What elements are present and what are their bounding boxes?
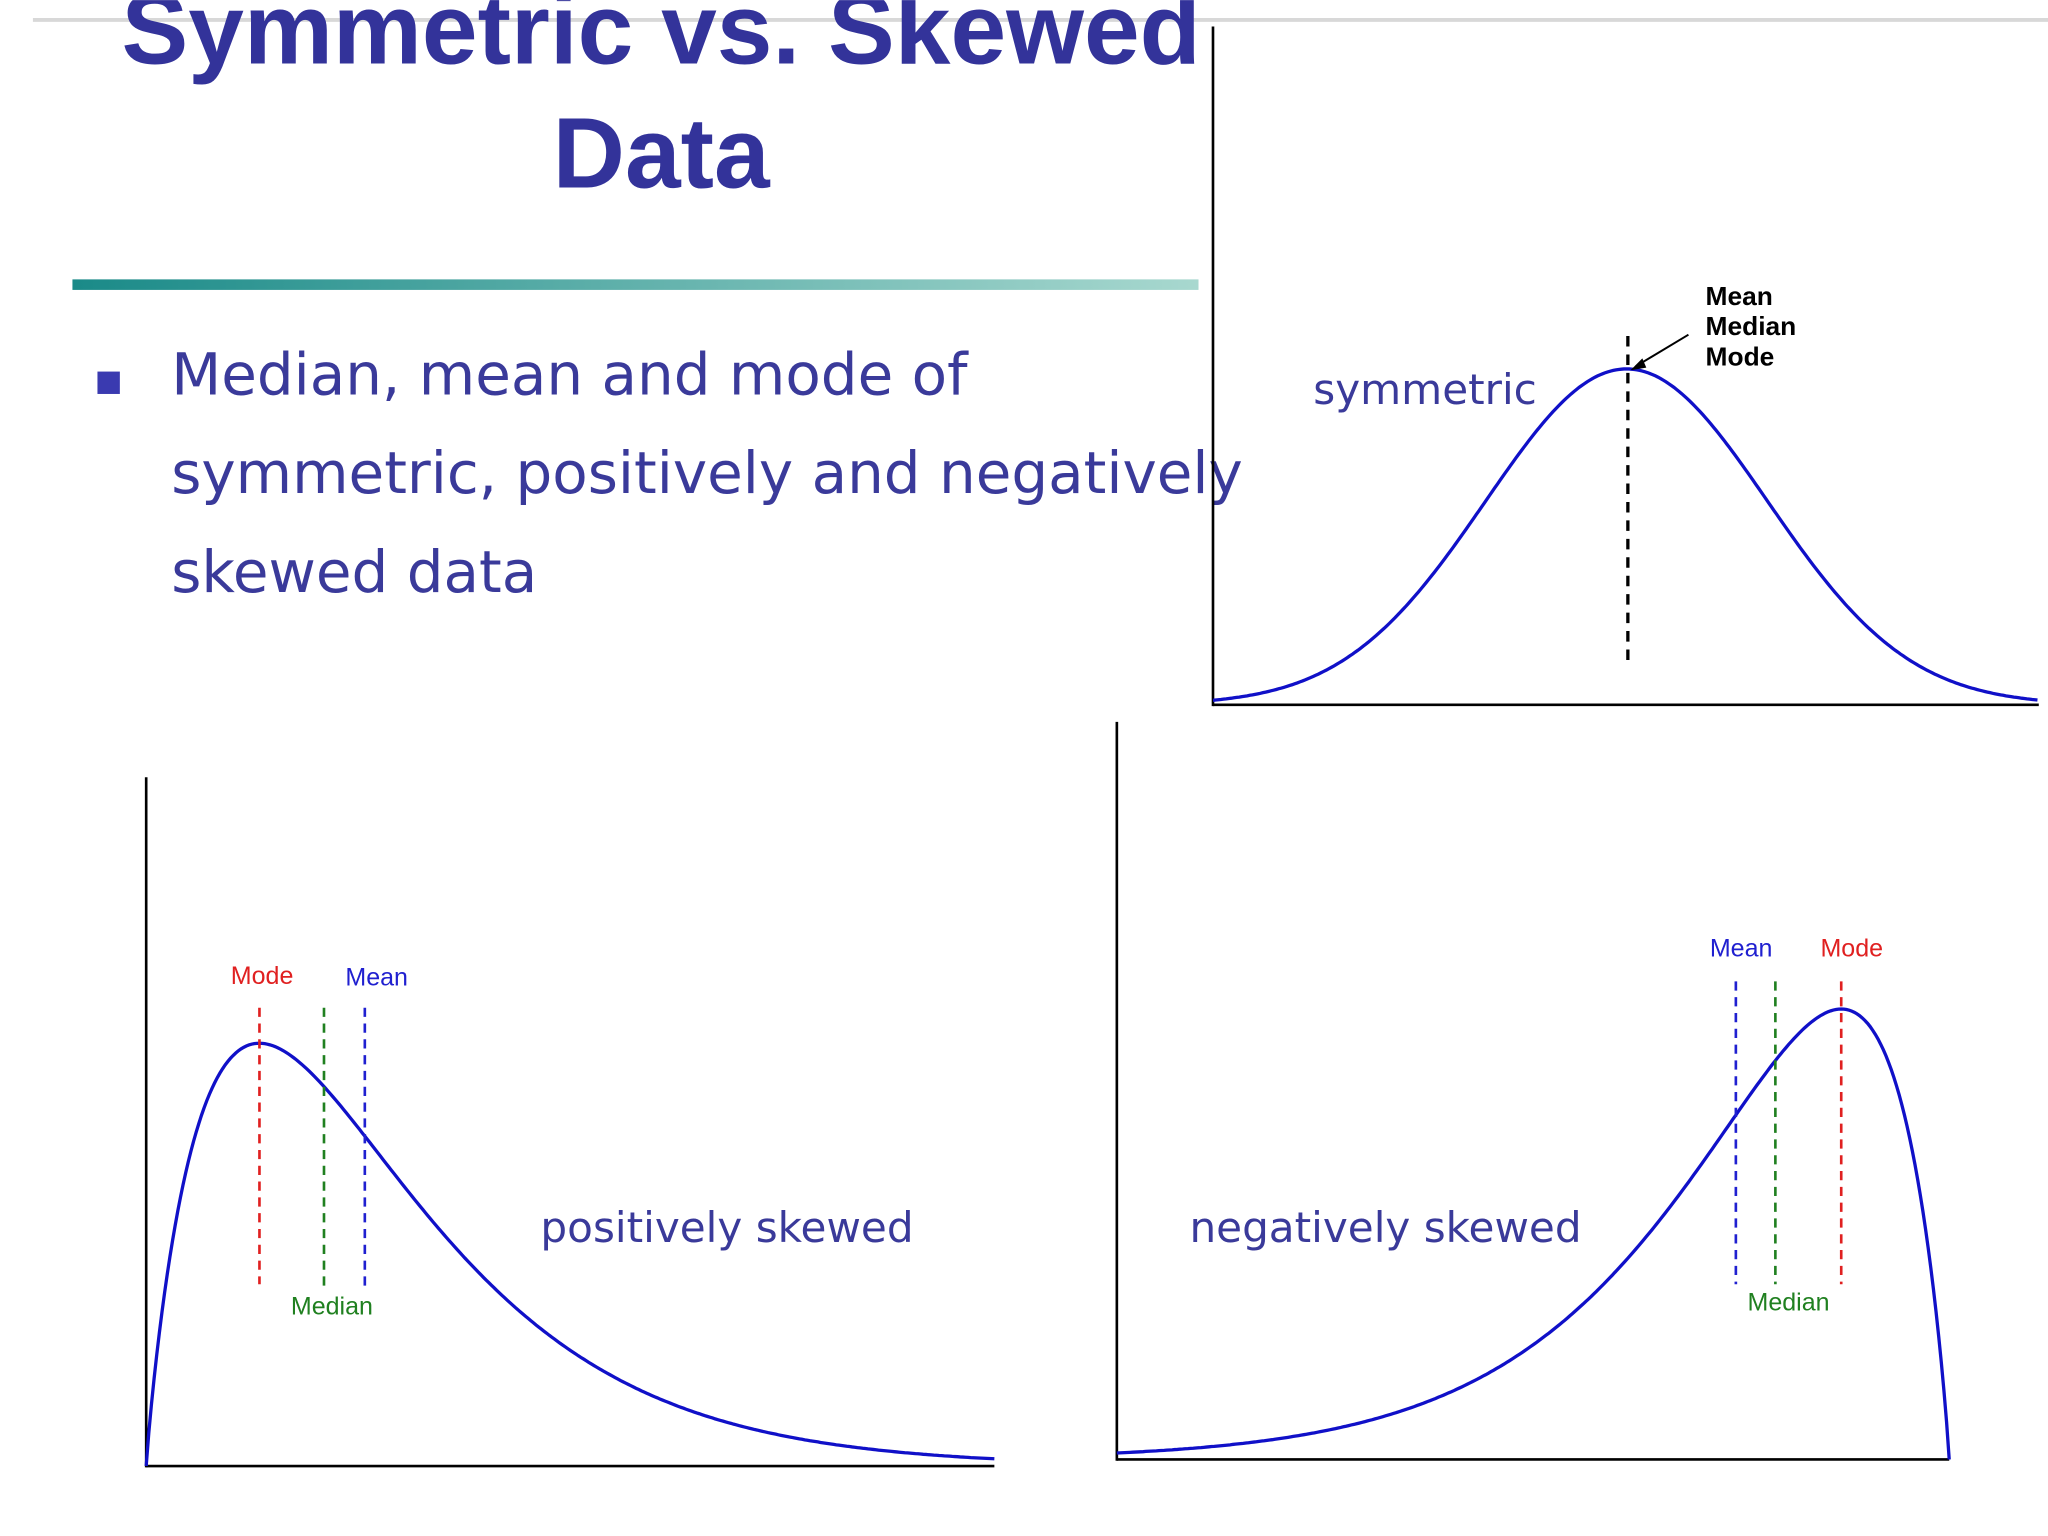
- bullet-text: Median, mean and mode of: [171, 340, 969, 408]
- curve: [1212, 367, 2038, 702]
- annotation: Mode: [1706, 341, 1775, 371]
- curve-label: positively skewed: [540, 1203, 913, 1252]
- annotation: Median: [1748, 1289, 1830, 1317]
- bullet-text: symmetric, positively and negatively: [171, 439, 1243, 507]
- curve-label: negatively skewed: [1189, 1203, 1581, 1252]
- curve: [1116, 1007, 1951, 1460]
- title-rule: [72, 279, 1199, 290]
- curve: [144, 1041, 995, 1467]
- curve-label: symmetric: [1313, 365, 1537, 414]
- title-line: Symmetric vs. Skewed: [122, 0, 1201, 85]
- arrow-head: [1630, 358, 1647, 371]
- title-line: Data: [553, 97, 771, 209]
- annotation: Mean: [345, 963, 408, 991]
- bullet-text: skewed data: [171, 538, 537, 606]
- bullet-marker: [97, 371, 120, 394]
- annotation: Mode: [231, 962, 294, 990]
- annotation: Mean: [1706, 281, 1773, 311]
- annotation: Mode: [1820, 934, 1883, 962]
- pointer: [1635, 333, 1689, 368]
- annotation: Mean: [1710, 934, 1773, 962]
- annotation: Median: [1706, 311, 1797, 341]
- annotation: Median: [291, 1293, 373, 1321]
